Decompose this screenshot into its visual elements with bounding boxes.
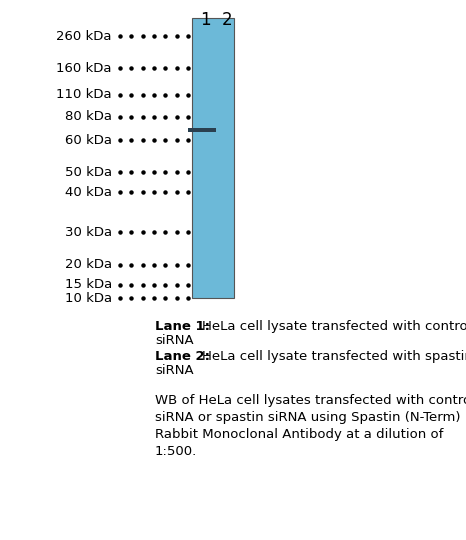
Bar	[188, 128, 216, 132]
Text: 10 kDa: 10 kDa	[65, 292, 112, 305]
Text: siRNA: siRNA	[155, 334, 194, 347]
Text: 80 kDa: 80 kDa	[65, 111, 112, 124]
Text: HeLa cell lysate transfected with control: HeLa cell lysate transfected with contro…	[202, 320, 466, 333]
Text: 50 kDa: 50 kDa	[65, 165, 112, 179]
Text: 2: 2	[222, 11, 233, 29]
Text: 160 kDa: 160 kDa	[56, 62, 112, 75]
Text: 30 kDa: 30 kDa	[65, 226, 112, 239]
Text: 15 kDa: 15 kDa	[65, 279, 112, 292]
Bar	[192, 18, 234, 298]
Text: 1: 1	[200, 11, 210, 29]
Text: 40 kDa: 40 kDa	[65, 186, 112, 199]
Text: Lane 2:: Lane 2:	[155, 350, 210, 363]
Text: 110 kDa: 110 kDa	[56, 89, 112, 102]
Text: WB of HeLa cell lysates transfected with control
siRNA or spastin siRNA using Sp: WB of HeLa cell lysates transfected with…	[155, 394, 466, 458]
Text: HeLa cell lysate transfected with spastin: HeLa cell lysate transfected with spasti…	[202, 350, 466, 363]
Text: 20 kDa: 20 kDa	[65, 259, 112, 272]
Text: siRNA: siRNA	[155, 364, 194, 377]
Text: 60 kDa: 60 kDa	[65, 133, 112, 146]
Text: 260 kDa: 260 kDa	[56, 30, 112, 43]
Text: Lane 1:: Lane 1:	[155, 320, 210, 333]
